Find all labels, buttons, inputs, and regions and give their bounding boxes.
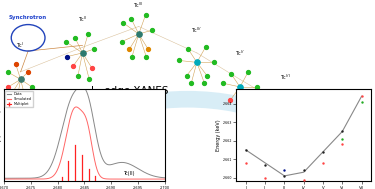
Point — [301, 178, 307, 181]
Point — [339, 137, 345, 140]
Y-axis label: Energy (keV): Energy (keV) — [216, 119, 221, 151]
Text: L₃ edge XANES: L₃ edge XANES — [91, 86, 168, 96]
Point — [282, 182, 288, 185]
Simulated — [97, 173, 101, 176]
Text: Tc$^V$: Tc$^V$ — [235, 48, 245, 58]
Point — [243, 148, 249, 151]
Line: Simulated: Simulated — [4, 107, 165, 179]
Legend: Data, Simulated, Multiplet: Data, Simulated, Multiplet — [6, 91, 33, 107]
Text: Synchrotron: Synchrotron — [9, 15, 47, 19]
Text: Tc$^{II}$: Tc$^{II}$ — [78, 14, 87, 24]
Data — [97, 147, 101, 149]
Point — [282, 169, 288, 172]
Simulated — [151, 178, 155, 180]
Point — [243, 161, 249, 164]
Simulated — [30, 178, 34, 180]
Data — [110, 163, 114, 166]
Data — [2, 177, 6, 179]
Line: Data: Data — [4, 87, 165, 178]
Data — [30, 177, 34, 179]
Text: Tc(II): Tc(II) — [123, 171, 135, 176]
Data — [79, 85, 84, 88]
Data — [43, 173, 48, 175]
Point — [301, 182, 307, 185]
Simulated — [75, 106, 79, 108]
Point — [339, 130, 345, 133]
Data — [123, 162, 128, 164]
Point — [339, 143, 345, 146]
Simulated — [163, 178, 167, 180]
Text: Tc$^{VII}$: Tc$^{VII}$ — [324, 101, 336, 111]
Text: Tc$^{VI}$: Tc$^{VI}$ — [279, 73, 291, 82]
Point — [320, 161, 326, 164]
Text: Tc$^I$: Tc$^I$ — [16, 41, 25, 50]
Simulated — [2, 178, 6, 180]
Data — [163, 177, 167, 179]
Point — [301, 169, 307, 172]
Simulated — [74, 106, 78, 108]
Point — [262, 163, 268, 166]
Text: Tc$^{IV}$: Tc$^{IV}$ — [191, 26, 202, 35]
Point — [320, 150, 326, 153]
Point — [262, 176, 268, 179]
Point — [358, 100, 364, 103]
Data — [75, 88, 79, 90]
Simulated — [43, 178, 48, 180]
Point — [282, 174, 288, 177]
Simulated — [110, 178, 114, 180]
Point — [358, 95, 364, 98]
Simulated — [123, 178, 128, 180]
Y-axis label: Intensity (arb. units): Intensity (arb. units) — [0, 110, 2, 160]
Text: Tc$^{III}$: Tc$^{III}$ — [134, 1, 144, 10]
